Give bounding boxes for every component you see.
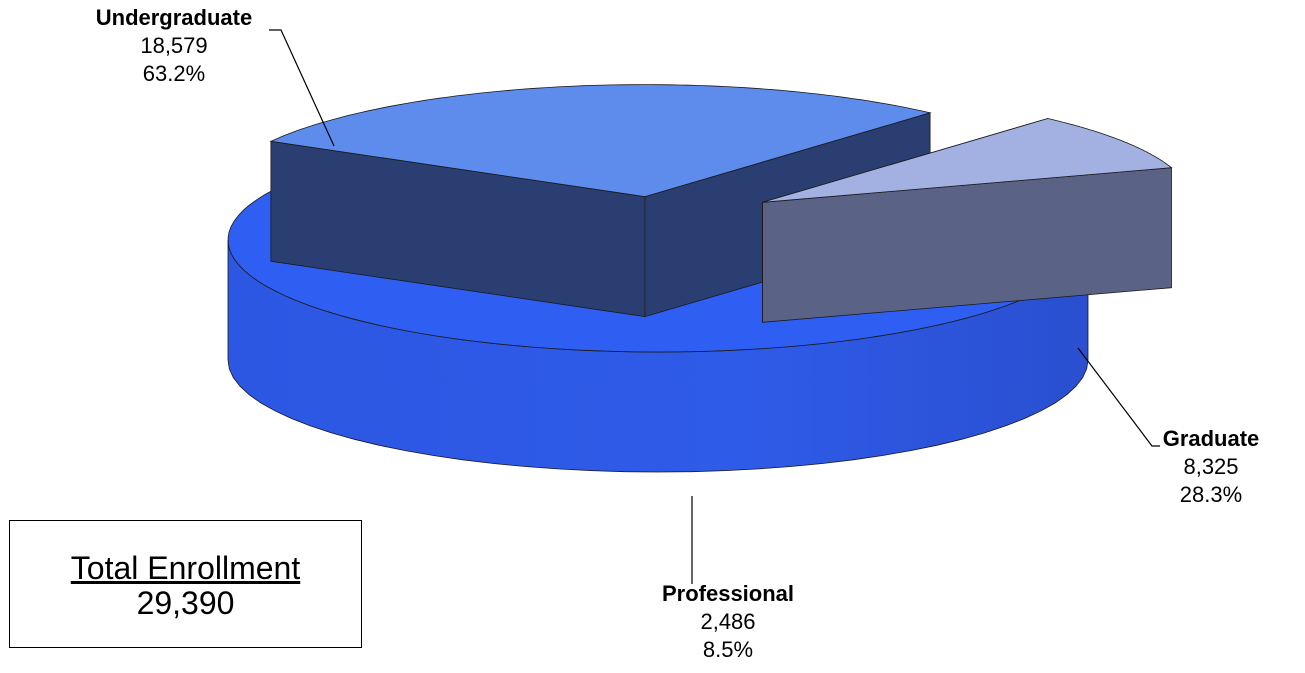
- slice-percent: 8.5%: [702, 637, 754, 662]
- slice-name: Undergraduate: [95, 5, 253, 30]
- slice-label-graduate: Graduate 8,325 28.3%: [1126, 425, 1296, 509]
- pie-slice-professional-top: [762, 118, 1173, 203]
- total-enrollment-value: 29,390: [136, 585, 235, 621]
- slice-label-professional: Professional 2,486 8.5%: [628, 580, 828, 664]
- leader-line-undergraduate: [269, 29, 335, 147]
- leader-line-graduate: [1077, 347, 1160, 447]
- slice-value: 2,486: [700, 609, 756, 634]
- pie-slice-graduate-top: [269, 84, 932, 198]
- total-enrollment-label: Total Enrollment: [70, 550, 301, 586]
- slice-percent: 63.2%: [142, 61, 206, 86]
- slice-value: 18,579: [140, 33, 208, 58]
- pie-slice-professional: [762, 117, 1173, 323]
- slice-value: 8,325: [1183, 454, 1239, 479]
- slice-name: Graduate: [1162, 426, 1260, 451]
- total-enrollment-box: Total Enrollment 29,390: [9, 520, 362, 648]
- slice-name: Professional: [661, 581, 795, 606]
- slice-label-undergraduate: Undergraduate 18,579 63.2%: [74, 4, 274, 88]
- slice-percent: 28.3%: [1179, 482, 1243, 507]
